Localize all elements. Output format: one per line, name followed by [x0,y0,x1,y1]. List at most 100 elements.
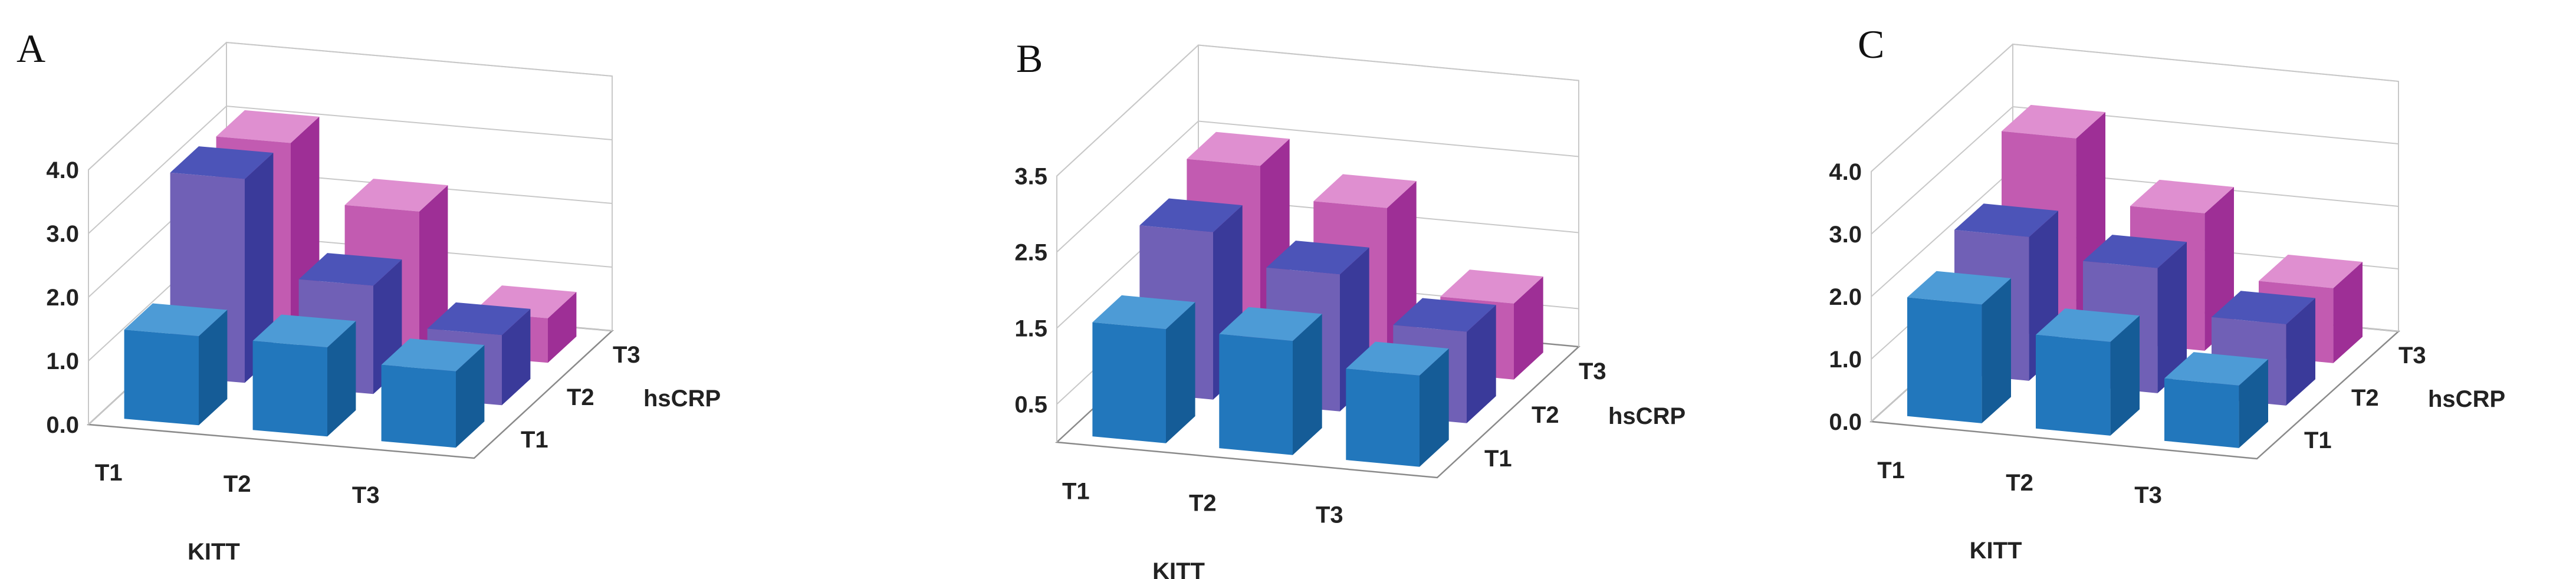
gridline [1056,120,1579,253]
y-tick-label: 0.5 [1014,392,1047,418]
bar-side-face [2286,298,2315,406]
bar-top-face [216,110,320,143]
bar-front-face [252,341,327,437]
bar [252,314,356,437]
bar-top-face [1187,131,1290,166]
bar-top-face [427,302,531,335]
bar-top-face [1440,269,1543,304]
bar-front-face [381,364,456,448]
bar-front-face [124,330,199,426]
gridline [1871,106,2399,235]
bar-top-face [1907,271,2011,305]
panel-label: A [17,26,45,71]
z-tick-label: T1 [521,427,548,453]
bar-top-face [2164,352,2268,386]
bar-top-face [381,338,485,371]
x-tick-label: T2 [2006,470,2033,496]
z-axis-title: hsCRP [1608,403,1685,429]
z-tick-label: T1 [1484,446,1512,472]
bar-top-face [1092,295,1195,330]
y-tick-label: 3.0 [1829,222,1862,248]
bar [124,303,228,426]
bar-top-face [1219,307,1322,341]
x-tick-label: T1 [1877,458,1905,483]
bar-side-face [1420,348,1449,467]
z-tick-label: T2 [1532,402,1559,428]
bar-side-face [327,321,356,437]
bar-side-face [2333,262,2363,363]
z-tick-label: T3 [1579,358,1606,384]
bar-top-face [1313,174,1417,208]
bar [2036,308,2140,436]
y-tick-label: 1.0 [1829,347,1862,373]
x-axis-title: KITT [188,539,240,565]
bar-top-face [2259,254,2363,288]
y-tick-label: 3.0 [46,221,79,247]
bar-top-face [1393,298,1496,332]
x-axis-title: KITT [1970,538,2022,564]
gridline [88,41,613,170]
x-tick-label: T2 [1189,490,1217,516]
bar-side-face [2157,242,2187,393]
bar-side-face [1982,278,2011,423]
y-tick-label: 4.0 [46,157,79,183]
gridline [88,105,613,234]
bar-side-face [419,185,448,352]
z-axis-title: hsCRP [2428,386,2505,412]
bar [2164,352,2268,448]
bar [381,338,485,448]
bar-side-face [502,308,531,406]
bar-side-face [1166,302,1195,443]
bar-side-face [1514,276,1543,380]
y-tick-label: 2.5 [1014,240,1047,266]
y-tick-label: 3.5 [1014,164,1047,190]
z-axis-title: hsCRP [643,386,721,412]
bar-side-face [548,292,577,363]
y-tick-label: 1.0 [46,348,79,374]
bar [1092,295,1195,443]
y-tick-label: 2.0 [46,285,79,311]
panel-label: C [1858,22,1884,67]
panel-label: B [1016,36,1043,81]
y-tick-label: 0.0 [46,412,79,438]
bar-top-face [2212,291,2315,325]
bar-front-face [1092,322,1166,443]
bar-top-face [298,253,402,286]
bar-side-face [1293,314,1322,455]
bar-side-face [1467,305,1496,423]
bar-front-face [1907,297,1982,423]
bar-top-face [1266,241,1369,275]
bar-side-face [199,310,228,426]
bar-side-face [245,153,274,383]
x-tick-label: T1 [95,460,123,486]
x-tick-label: T3 [1316,502,1343,528]
z-tick-label: T3 [613,342,640,368]
x-tick-label: T3 [352,482,380,508]
bar-top-face [1139,198,1243,232]
gridline [1871,43,2399,172]
y-tick-label: 0.0 [1829,409,1862,435]
bar-side-face [2239,359,2268,448]
bar-top-face [124,303,228,337]
bar-front-face [1219,334,1293,455]
x-tick-label: T2 [224,471,251,497]
z-tick-label: T2 [2351,385,2379,411]
z-tick-label: T1 [2304,427,2332,453]
bar-top-face [1346,341,1449,376]
x-axis-title: KITT [1152,558,1205,579]
bar [1346,341,1449,467]
bar [1907,271,2011,423]
bar-top-face [170,146,274,179]
bar-top-face [2002,104,2105,139]
bar-top-face [2130,179,2234,213]
z-tick-label: T3 [2398,343,2426,369]
bar-front-face [2164,378,2239,448]
bar-side-face [2110,315,2140,436]
y-tick-label: 2.0 [1829,284,1862,310]
x-tick-label: T1 [1062,478,1090,504]
y-tick-label: 1.5 [1014,316,1047,342]
